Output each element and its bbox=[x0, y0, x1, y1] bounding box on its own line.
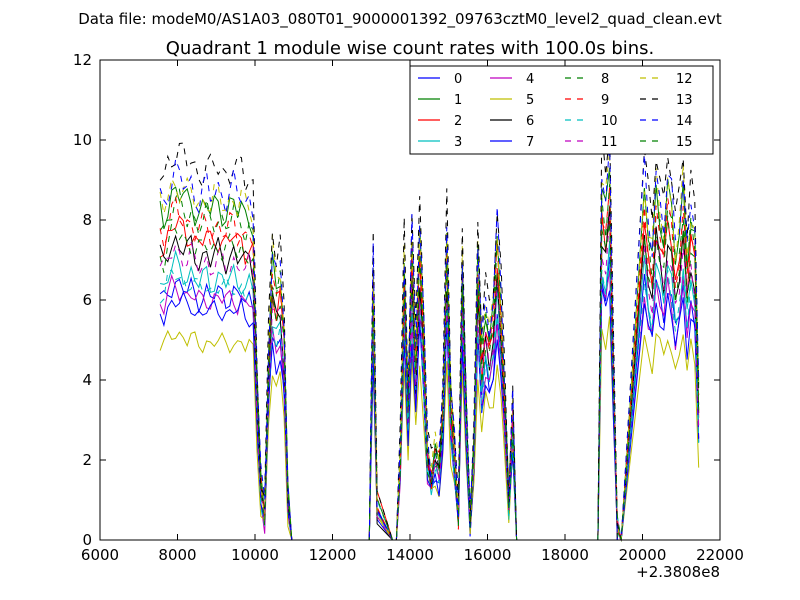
x-tick-label: 12000 bbox=[309, 546, 357, 564]
x-tick-label: 8000 bbox=[158, 546, 196, 564]
legend-label-14: 14 bbox=[676, 114, 693, 129]
legend-label-0: 0 bbox=[454, 72, 462, 87]
chart-suptitle: Data file: modeM0/AS1A03_080T01_90000013… bbox=[78, 10, 722, 29]
legend-label-8: 8 bbox=[601, 72, 609, 87]
ticks-layer: 6000 8000 10000 12000 14000 16000 18000 20000 22… bbox=[73, 51, 744, 564]
y-tick-label: 4 bbox=[82, 371, 92, 389]
x-tick-label: 14000 bbox=[386, 546, 434, 564]
legend-label-3: 3 bbox=[454, 135, 462, 150]
x-tick-label: 20000 bbox=[619, 546, 667, 564]
x-offset-label: +2.3808e8 bbox=[636, 563, 720, 581]
x-tick-label: 22000 bbox=[696, 546, 744, 564]
legend-label-15: 15 bbox=[676, 135, 693, 150]
y-tick-label: 10 bbox=[73, 131, 92, 149]
legend-box bbox=[409, 65, 714, 155]
series-line-9 bbox=[159, 187, 700, 541]
legend-label-1: 1 bbox=[454, 93, 462, 108]
legend-label-13: 13 bbox=[676, 93, 693, 108]
legend-label-5: 5 bbox=[526, 93, 534, 108]
x-tick-label: 6000 bbox=[81, 546, 119, 564]
legend-label-4: 4 bbox=[526, 72, 534, 87]
y-tick-label: 12 bbox=[73, 51, 92, 69]
legend-label-9: 9 bbox=[601, 93, 609, 108]
x-tick-label: 10000 bbox=[231, 546, 279, 564]
legend-label-10: 10 bbox=[601, 114, 618, 129]
y-tick-label: 0 bbox=[82, 531, 92, 549]
y-tick-label: 8 bbox=[82, 211, 92, 229]
series-line-13 bbox=[159, 129, 700, 541]
series-layer bbox=[159, 129, 700, 542]
x-tick-label: 16000 bbox=[464, 546, 512, 564]
legend-label-12: 12 bbox=[676, 72, 693, 87]
y-tick-label: 6 bbox=[82, 291, 92, 309]
legend-label-11: 11 bbox=[601, 135, 618, 150]
legend-label-2: 2 bbox=[454, 114, 462, 129]
series-line-15 bbox=[159, 215, 700, 541]
x-tick-label: 18000 bbox=[541, 546, 589, 564]
chart-title: Quadrant 1 module wise count rates with … bbox=[166, 38, 655, 59]
legend-label-6: 6 bbox=[526, 114, 534, 129]
y-tick-label: 2 bbox=[82, 451, 92, 469]
legend-label-7: 7 bbox=[526, 135, 534, 150]
